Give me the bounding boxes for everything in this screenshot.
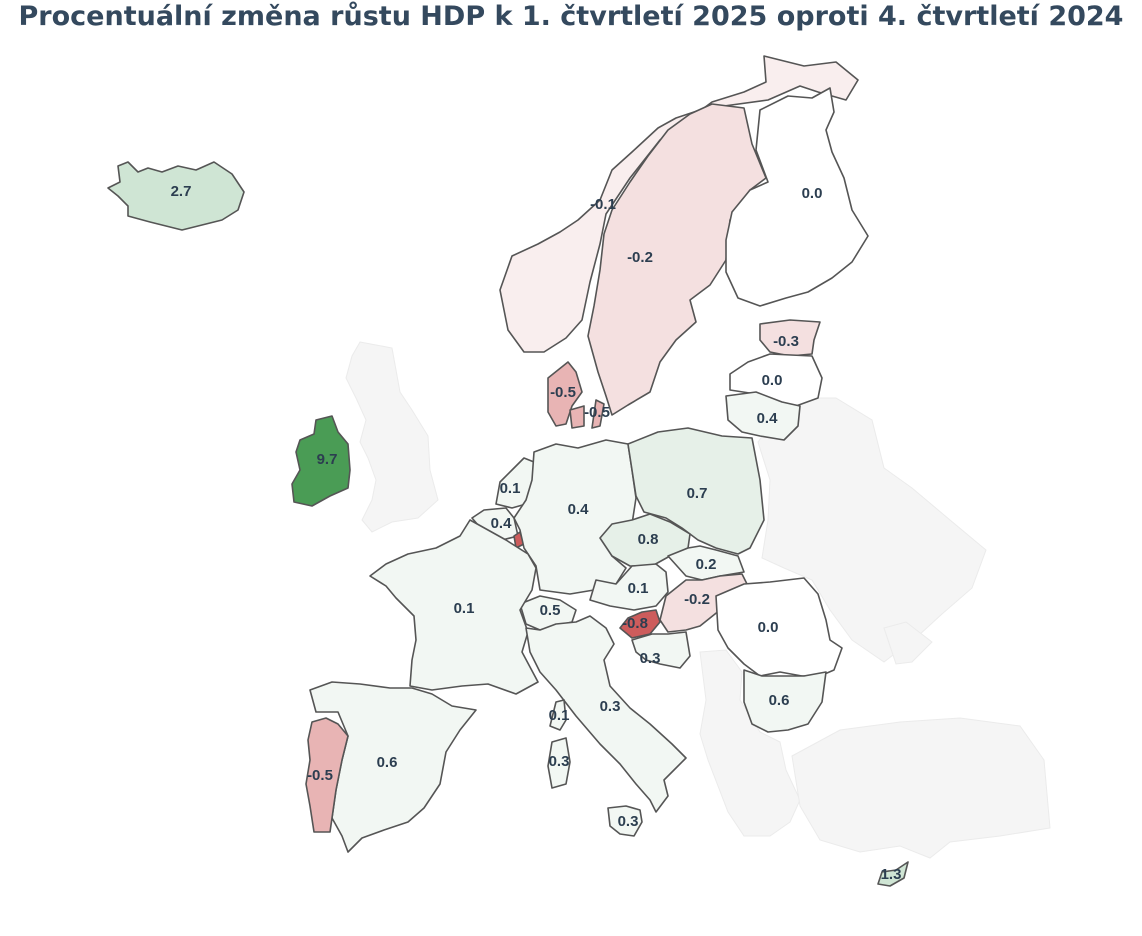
region-slovensko bbox=[667, 545, 745, 581]
value-label-sicilie: 0.3 bbox=[618, 813, 639, 830]
value-label-polsko: 0.7 bbox=[687, 485, 708, 502]
region-korsika bbox=[549, 699, 567, 731]
value-label-nemecko: 0.4 bbox=[568, 501, 590, 518]
region-rakousko bbox=[589, 563, 669, 611]
value-label-italie: 0.3 bbox=[600, 698, 621, 715]
value-label-bulharsko: 0.6 bbox=[769, 692, 790, 709]
region-dansko-ostrovy bbox=[569, 399, 605, 429]
balkans-shape bbox=[699, 649, 801, 837]
value-label-dansko-ostrovy: -0.5 bbox=[584, 404, 610, 421]
value-label-kypr: 1.3 bbox=[881, 866, 902, 883]
region-estonsko bbox=[759, 319, 821, 357]
region-nemecko bbox=[513, 439, 637, 595]
value-label-portugalsko: -0.5 bbox=[307, 767, 333, 784]
value-label-sardinie: 0.3 bbox=[549, 753, 570, 770]
value-label-litva: 0.4 bbox=[757, 410, 779, 427]
value-label-estonsko: -0.3 bbox=[773, 333, 799, 350]
region-kypr bbox=[877, 861, 909, 887]
region-slovinsko bbox=[619, 609, 661, 639]
value-label-cesko: 0.8 bbox=[638, 531, 659, 548]
region-rumunsko bbox=[715, 577, 843, 677]
value-label-dansko: -0.5 bbox=[550, 384, 576, 401]
background-land bbox=[345, 341, 1051, 859]
value-label-norsko: -0.1 bbox=[590, 196, 616, 213]
region-norsko bbox=[499, 55, 859, 353]
uk-shape bbox=[345, 341, 439, 533]
value-label-rumunsko: 0.0 bbox=[758, 619, 779, 636]
value-label-korsika: 0.1 bbox=[549, 707, 570, 724]
region-bulharsko bbox=[743, 669, 827, 733]
region-sicilie bbox=[607, 805, 643, 837]
value-label-island: 2.7 bbox=[171, 183, 192, 200]
value-label-francie: 0.1 bbox=[454, 600, 475, 617]
region-sardinie bbox=[547, 737, 571, 789]
map-title: Procentuální změna růstu HDP k 1. čtvrtl… bbox=[18, 1, 1124, 32]
value-label-madarsko: -0.2 bbox=[684, 591, 710, 608]
value-label-svedsko: -0.2 bbox=[627, 249, 653, 266]
region-litva bbox=[725, 391, 801, 441]
region-island bbox=[107, 161, 245, 231]
turkey-shape bbox=[791, 717, 1051, 859]
value-label-chorvatsko: 0.3 bbox=[640, 650, 661, 667]
value-label-rakousko: 0.1 bbox=[628, 580, 649, 597]
value-label-irsko: 9.7 bbox=[317, 451, 338, 468]
value-label-slovinsko: -0.8 bbox=[622, 615, 648, 632]
region-dansko bbox=[547, 361, 583, 427]
region-portugalsko bbox=[305, 717, 349, 833]
value-label-finsko: 0.0 bbox=[802, 185, 823, 202]
country-value-labels: 2.7 -0.1 -0.2 0.0 -0.3 0.0 0.4 -0.5 -0.5 9.7 0.1 0.… bbox=[171, 183, 902, 883]
value-label-belgie: 0.4 bbox=[491, 515, 513, 532]
value-label-nizozemsko: 0.1 bbox=[500, 480, 521, 497]
region-chorvatsko bbox=[631, 631, 691, 669]
value-label-lotyssko: 0.0 bbox=[762, 372, 783, 389]
region-polsko bbox=[627, 427, 765, 555]
country-shapes bbox=[107, 55, 909, 887]
value-label-spanelsko: 0.6 bbox=[377, 754, 398, 771]
region-finsko bbox=[725, 87, 869, 307]
region-italie bbox=[525, 615, 687, 813]
moldova-shape bbox=[883, 621, 933, 665]
value-label-slovensko: 0.2 bbox=[696, 556, 717, 573]
value-label-svycarsko: 0.5 bbox=[540, 602, 561, 619]
region-francie bbox=[369, 519, 539, 695]
region-irsko bbox=[291, 415, 351, 507]
ukraine-belarus-russia-shape bbox=[757, 397, 987, 663]
